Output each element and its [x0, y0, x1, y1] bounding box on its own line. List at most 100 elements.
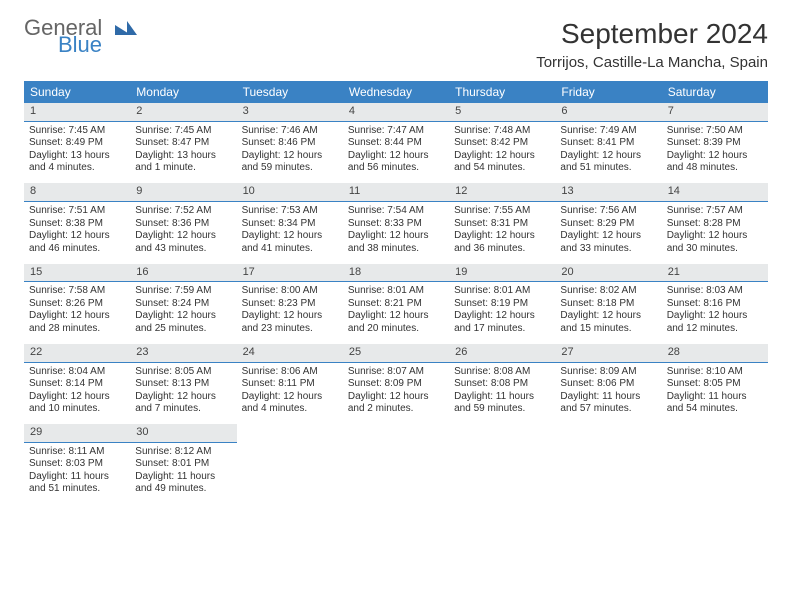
- calendar-table: SundayMondayTuesdayWednesdayThursdayFrid…: [24, 81, 768, 504]
- daylight-text: Daylight: 12 hours and 4 minutes.: [242, 391, 338, 416]
- sunset-text: Sunset: 8:29 PM: [560, 218, 656, 231]
- day-number-cell: 21: [662, 264, 768, 282]
- day-info-cell: Sunrise: 8:02 AMSunset: 8:18 PMDaylight:…: [555, 282, 661, 344]
- day-number-cell: 18: [343, 264, 449, 282]
- daylight-text: Daylight: 13 hours and 4 minutes.: [29, 150, 125, 175]
- sunrise-text: Sunrise: 8:09 AM: [560, 366, 656, 379]
- sunrise-text: Sunrise: 7:51 AM: [29, 205, 125, 218]
- sunset-text: Sunset: 8:09 PM: [348, 378, 444, 391]
- day-number-cell: 19: [449, 264, 555, 282]
- sunrise-text: Sunrise: 7:45 AM: [135, 125, 231, 138]
- day-info-cell: Sunrise: 7:52 AMSunset: 8:36 PMDaylight:…: [130, 202, 236, 264]
- sunset-text: Sunset: 8:46 PM: [242, 137, 338, 150]
- sunset-text: Sunset: 8:31 PM: [454, 218, 550, 231]
- day-info-cell: Sunrise: 7:47 AMSunset: 8:44 PMDaylight:…: [343, 121, 449, 183]
- day-number-cell: 1: [24, 103, 130, 121]
- day-info-cell: Sunrise: 8:12 AMSunset: 8:01 PMDaylight:…: [130, 442, 236, 504]
- day-number-row: 15161718192021: [24, 264, 768, 282]
- day-info-cell: Sunrise: 7:59 AMSunset: 8:24 PMDaylight:…: [130, 282, 236, 344]
- day-number-row: 891011121314: [24, 183, 768, 201]
- day-info-cell: Sunrise: 8:11 AMSunset: 8:03 PMDaylight:…: [24, 442, 130, 504]
- day-number-cell: 2: [130, 103, 236, 121]
- day-info-cell: Sunrise: 7:50 AMSunset: 8:39 PMDaylight:…: [662, 121, 768, 183]
- sunrise-text: Sunrise: 7:46 AM: [242, 125, 338, 138]
- day-info-cell: Sunrise: 7:54 AMSunset: 8:33 PMDaylight:…: [343, 202, 449, 264]
- page-header: General Blue September 2024 Torrijos, Ca…: [24, 18, 768, 71]
- day-number-cell: 12: [449, 183, 555, 201]
- daylight-text: Daylight: 11 hours and 49 minutes.: [135, 471, 231, 496]
- sunset-text: Sunset: 8:13 PM: [135, 378, 231, 391]
- weekday-header: Wednesday: [343, 81, 449, 103]
- day-info-row: Sunrise: 8:11 AMSunset: 8:03 PMDaylight:…: [24, 442, 768, 504]
- sunrise-text: Sunrise: 7:57 AM: [667, 205, 763, 218]
- daylight-text: Daylight: 12 hours and 43 minutes.: [135, 230, 231, 255]
- daylight-text: Daylight: 12 hours and 33 minutes.: [560, 230, 656, 255]
- logo-text-2: Blue: [58, 35, 137, 56]
- day-info-cell: Sunrise: 7:55 AMSunset: 8:31 PMDaylight:…: [449, 202, 555, 264]
- weekday-header-row: SundayMondayTuesdayWednesdayThursdayFrid…: [24, 81, 768, 103]
- weekday-header: Tuesday: [237, 81, 343, 103]
- sunset-text: Sunset: 8:19 PM: [454, 298, 550, 311]
- location-text: Torrijos, Castille-La Mancha, Spain: [536, 54, 768, 71]
- daylight-text: Daylight: 12 hours and 48 minutes.: [667, 150, 763, 175]
- sunrise-text: Sunrise: 7:52 AM: [135, 205, 231, 218]
- logo: General Blue: [24, 18, 137, 56]
- day-number-cell: 6: [555, 103, 661, 121]
- daylight-text: Daylight: 11 hours and 51 minutes.: [29, 471, 125, 496]
- sunrise-text: Sunrise: 8:10 AM: [667, 366, 763, 379]
- daylight-text: Daylight: 12 hours and 56 minutes.: [348, 150, 444, 175]
- sunrise-text: Sunrise: 7:47 AM: [348, 125, 444, 138]
- sunset-text: Sunset: 8:38 PM: [29, 218, 125, 231]
- day-info-cell: Sunrise: 8:07 AMSunset: 8:09 PMDaylight:…: [343, 362, 449, 424]
- day-number-row: 1234567: [24, 103, 768, 121]
- day-number-cell: 7: [662, 103, 768, 121]
- daylight-text: Daylight: 12 hours and 7 minutes.: [135, 391, 231, 416]
- sunset-text: Sunset: 8:05 PM: [667, 378, 763, 391]
- daylight-text: Daylight: 12 hours and 12 minutes.: [667, 310, 763, 335]
- day-info-row: Sunrise: 7:45 AMSunset: 8:49 PMDaylight:…: [24, 121, 768, 183]
- day-number-cell: 23: [130, 344, 236, 362]
- sunset-text: Sunset: 8:26 PM: [29, 298, 125, 311]
- sunrise-text: Sunrise: 7:55 AM: [454, 205, 550, 218]
- sunset-text: Sunset: 8:49 PM: [29, 137, 125, 150]
- day-info-cell: Sunrise: 8:01 AMSunset: 8:19 PMDaylight:…: [449, 282, 555, 344]
- daylight-text: Daylight: 13 hours and 1 minute.: [135, 150, 231, 175]
- day-info-cell: Sunrise: 7:48 AMSunset: 8:42 PMDaylight:…: [449, 121, 555, 183]
- sunrise-text: Sunrise: 8:01 AM: [348, 285, 444, 298]
- day-info-cell: Sunrise: 7:53 AMSunset: 8:34 PMDaylight:…: [237, 202, 343, 264]
- sunrise-text: Sunrise: 7:59 AM: [135, 285, 231, 298]
- title-block: September 2024 Torrijos, Castille-La Man…: [536, 18, 768, 71]
- sunset-text: Sunset: 8:11 PM: [242, 378, 338, 391]
- daylight-text: Daylight: 12 hours and 46 minutes.: [29, 230, 125, 255]
- day-info-cell: Sunrise: 7:57 AMSunset: 8:28 PMDaylight:…: [662, 202, 768, 264]
- day-info-row: Sunrise: 7:51 AMSunset: 8:38 PMDaylight:…: [24, 202, 768, 264]
- sunrise-text: Sunrise: 8:11 AM: [29, 446, 125, 459]
- daylight-text: Daylight: 12 hours and 2 minutes.: [348, 391, 444, 416]
- day-number-cell: 29: [24, 424, 130, 442]
- daylight-text: Daylight: 12 hours and 51 minutes.: [560, 150, 656, 175]
- weekday-header: Monday: [130, 81, 236, 103]
- sunset-text: Sunset: 8:42 PM: [454, 137, 550, 150]
- sunset-text: Sunset: 8:33 PM: [348, 218, 444, 231]
- daylight-text: Daylight: 12 hours and 36 minutes.: [454, 230, 550, 255]
- day-info-cell: Sunrise: 8:01 AMSunset: 8:21 PMDaylight:…: [343, 282, 449, 344]
- day-info-cell: Sunrise: 8:03 AMSunset: 8:16 PMDaylight:…: [662, 282, 768, 344]
- daylight-text: Daylight: 12 hours and 20 minutes.: [348, 310, 444, 335]
- day-info-cell: Sunrise: 7:45 AMSunset: 8:47 PMDaylight:…: [130, 121, 236, 183]
- day-info-cell: Sunrise: 8:05 AMSunset: 8:13 PMDaylight:…: [130, 362, 236, 424]
- daylight-text: Daylight: 11 hours and 59 minutes.: [454, 391, 550, 416]
- day-number-cell: [237, 424, 343, 442]
- daylight-text: Daylight: 12 hours and 10 minutes.: [29, 391, 125, 416]
- day-info-cell: Sunrise: 7:51 AMSunset: 8:38 PMDaylight:…: [24, 202, 130, 264]
- weekday-header: Thursday: [449, 81, 555, 103]
- sunrise-text: Sunrise: 7:45 AM: [29, 125, 125, 138]
- sunrise-text: Sunrise: 8:07 AM: [348, 366, 444, 379]
- day-number-cell: 26: [449, 344, 555, 362]
- day-number-cell: 11: [343, 183, 449, 201]
- sunset-text: Sunset: 8:08 PM: [454, 378, 550, 391]
- sunset-text: Sunset: 8:44 PM: [348, 137, 444, 150]
- day-number-cell: 20: [555, 264, 661, 282]
- sunset-text: Sunset: 8:24 PM: [135, 298, 231, 311]
- day-info-cell: Sunrise: 7:46 AMSunset: 8:46 PMDaylight:…: [237, 121, 343, 183]
- day-number-cell: 16: [130, 264, 236, 282]
